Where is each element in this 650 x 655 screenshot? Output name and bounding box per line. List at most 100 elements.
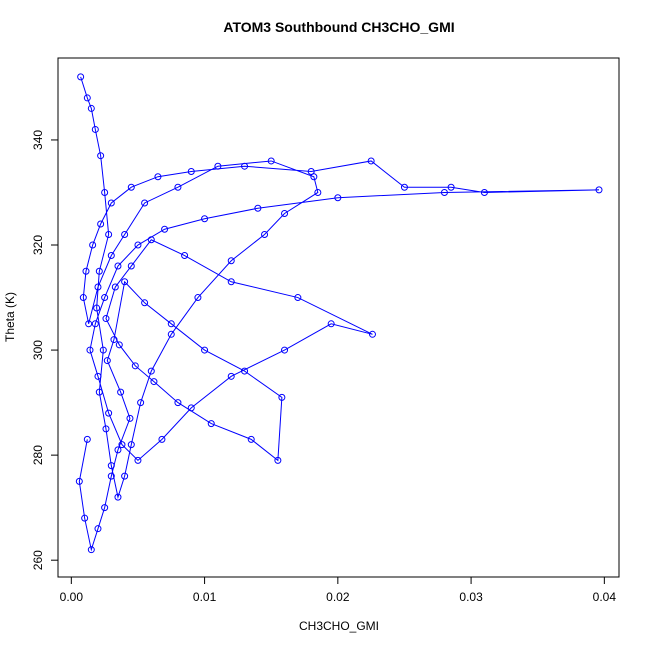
y-axis-label: Theta (K) [3, 292, 17, 342]
data-point [111, 283, 119, 291]
data-point [147, 236, 155, 244]
data-point [101, 504, 109, 512]
data-point [294, 294, 302, 302]
y-tick-label: 340 [31, 130, 45, 150]
data-point [194, 294, 202, 302]
data-point [75, 477, 83, 485]
data-point [91, 320, 99, 328]
data-point [254, 204, 262, 212]
data-point [93, 304, 101, 312]
data-point [181, 252, 189, 260]
data-point [79, 294, 87, 302]
data-point [121, 231, 129, 239]
data-point [440, 188, 448, 196]
data-point [281, 209, 289, 217]
data-point [77, 73, 85, 81]
x-tick-label: 0.03 [459, 590, 483, 604]
plot-box [57, 57, 620, 578]
y-tick-label: 260 [31, 550, 45, 570]
data-point [121, 278, 129, 286]
data-point [137, 399, 145, 407]
data-point [102, 315, 110, 323]
data-point [141, 199, 149, 207]
data-point [247, 435, 255, 443]
x-tick-label: 0.02 [326, 590, 350, 604]
data-point [94, 372, 102, 380]
y-tick-label: 280 [31, 445, 45, 465]
data-point [89, 241, 97, 249]
data-point [87, 104, 95, 112]
y-tick-label: 320 [31, 235, 45, 255]
data-point [107, 199, 115, 207]
data-point [278, 393, 286, 401]
y-tick-label: 300 [31, 340, 45, 360]
data-point [227, 278, 235, 286]
data-point [174, 399, 182, 407]
data-point [94, 283, 102, 291]
chart-title: ATOM3 Southbound CH3CHO_GMI [223, 19, 454, 35]
data-point [91, 125, 99, 133]
data-point [114, 446, 122, 454]
data-point [82, 267, 90, 275]
data-point [94, 525, 102, 533]
data-point [150, 378, 158, 386]
data-point [126, 414, 134, 422]
data-point [274, 456, 282, 464]
data-point [447, 183, 455, 191]
data-point [158, 435, 166, 443]
data-point [174, 183, 182, 191]
data-point [87, 546, 95, 554]
data-point [101, 294, 109, 302]
data-point [83, 94, 91, 102]
data-point [127, 183, 135, 191]
data-point [307, 167, 315, 175]
data-point [241, 367, 249, 375]
data-point [114, 493, 122, 501]
data-point [167, 330, 175, 338]
data-point [281, 346, 289, 354]
data-point [102, 425, 110, 433]
data-point [241, 162, 249, 170]
data-point [127, 441, 135, 449]
data-point [105, 231, 113, 239]
data-point [134, 456, 142, 464]
data-point [214, 162, 222, 170]
data-point [314, 188, 322, 196]
data-point [114, 262, 122, 270]
data-point [201, 346, 209, 354]
x-tick-label: 0.00 [60, 590, 84, 604]
data-point [267, 157, 275, 165]
data-point [99, 346, 107, 354]
data-point [261, 231, 269, 239]
data-point [118, 441, 126, 449]
data-point [327, 320, 335, 328]
data-point [154, 173, 162, 181]
data-point [127, 262, 135, 270]
data-point [227, 372, 235, 380]
data-point [117, 388, 125, 396]
data-point [161, 225, 169, 233]
x-axis-label: CH3CHO_GMI [299, 619, 379, 633]
data-point [595, 186, 603, 194]
data-point [107, 462, 115, 470]
data-point [83, 435, 91, 443]
data-point [97, 152, 105, 160]
data-point [115, 341, 123, 349]
data-point [187, 167, 195, 175]
data-point [103, 357, 111, 365]
data-point [121, 472, 129, 480]
data-line [78, 76, 600, 552]
data-point [147, 367, 155, 375]
data-point [167, 320, 175, 328]
data-point [367, 157, 375, 165]
data-point [334, 194, 342, 202]
data-point [105, 409, 113, 417]
x-tick-label: 0.04 [593, 590, 617, 604]
data-point [187, 404, 195, 412]
data-point [97, 220, 105, 228]
data-point [227, 257, 235, 265]
data-point [141, 299, 149, 307]
data-point [201, 215, 209, 223]
